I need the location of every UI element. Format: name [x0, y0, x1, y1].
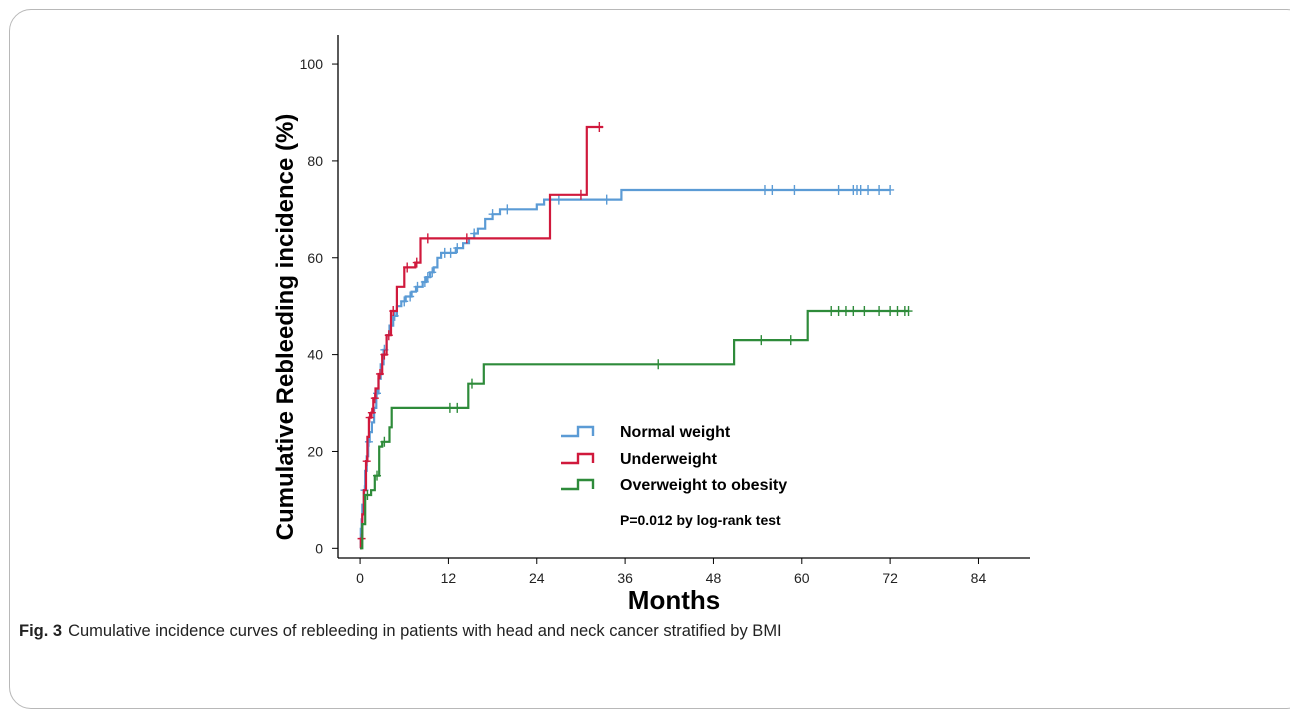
x-tick-label: 48	[706, 570, 722, 586]
series-underweight-censor-mark	[384, 330, 393, 341]
series-underweight-censor-mark	[389, 306, 398, 317]
series-normal-weight-censor-mark	[406, 291, 415, 302]
series-overweight-to-obesity-censor-mark	[445, 402, 454, 413]
series-overweight-to-obesity-censor-mark	[893, 306, 902, 317]
y-tick-label: 40	[307, 347, 323, 363]
series-underweight-censor-mark	[403, 262, 412, 273]
series-normal-weight-censor-mark	[768, 184, 777, 195]
y-tick-label: 20	[307, 443, 323, 459]
series-normal-weight-censor-mark	[446, 247, 455, 258]
series-underweight-censor-mark	[367, 407, 376, 418]
x-tick-label: 60	[794, 570, 810, 586]
series-overweight-to-obesity-censor-mark	[453, 402, 462, 413]
series-overweight-to-obesity-censor-mark	[380, 436, 389, 447]
chart-series	[357, 122, 913, 550]
series-overweight-to-obesity-censor-mark	[467, 378, 476, 389]
series-normal-weight-censor-mark	[453, 243, 462, 254]
legend-label-underweight: Underweight	[620, 451, 718, 468]
x-tick-label: 84	[971, 570, 987, 586]
series-normal-weight-censor-mark	[428, 267, 437, 278]
series-overweight-to-obesity-censor-mark	[860, 306, 869, 317]
series-normal-weight-censor-mark	[856, 184, 865, 195]
series-normal-weight-censor-mark	[875, 184, 884, 195]
chart-axes: 0 20 40 60 80 100 0 12 24 36 48 60 72 84	[300, 35, 1030, 586]
cumulative-incidence-chart: 0 20 40 60 80 100 0 12 24 36 48 60 72 84 Normal weigh…	[272, 35, 1030, 615]
legend-swatch-underweight	[561, 452, 595, 465]
series-normal-weight-censor-mark	[470, 228, 479, 239]
series-overweight-to-obesity-censor-mark	[363, 490, 372, 501]
y-tick-label: 60	[307, 250, 323, 266]
series-normal-weight-censor-mark	[554, 194, 563, 205]
y-axis-label: Cumulative Rebleeding incidence (%)	[272, 114, 299, 541]
series-underweight-censor-mark	[412, 257, 421, 268]
series-normal-weight-censor-mark	[602, 194, 611, 205]
series-normal-weight-censor-mark	[400, 296, 409, 307]
x-tick-label: 0	[356, 570, 364, 586]
legend-swatch-normal-weight	[561, 425, 595, 438]
x-tick-label: 24	[529, 570, 545, 586]
series-overweight-to-obesity-censor-mark	[654, 359, 663, 370]
log-rank-annotation: P=0.012 by log-rank test	[620, 512, 781, 528]
y-tick-label: 80	[307, 153, 323, 169]
series-underweight-censor-mark	[462, 233, 471, 244]
series-normal-weight-censor-mark	[423, 272, 432, 283]
caption-text: Cumulative incidence curves of rebleedin…	[68, 622, 782, 640]
series-overweight-to-obesity-censor-mark	[834, 306, 843, 317]
series-overweight-to-obesity-censor-mark	[886, 306, 895, 317]
series-underweight-censor-mark	[423, 233, 432, 244]
series-overweight-to-obesity-censor-mark	[757, 335, 766, 346]
x-tick-label: 72	[882, 570, 898, 586]
series-normal-weight-censor-mark	[488, 209, 497, 220]
series-normal-weight-censor-mark	[364, 436, 373, 447]
series-overweight-to-obesity-censor-mark	[827, 306, 836, 317]
series-overweight-to-obesity-censor-mark	[841, 306, 850, 317]
series-underweight-line	[359, 125, 603, 550]
legend-label-normal-weight: Normal weight	[620, 424, 731, 441]
series-normal-weight-censor-mark	[790, 184, 799, 195]
series-normal-weight-censor-mark	[503, 204, 512, 215]
legend-label-overweight-to-obesity: Overweight to obesity	[620, 477, 787, 494]
series-normal-weight-line	[359, 188, 891, 550]
series-underweight-censor-mark	[370, 393, 379, 404]
series-normal-weight-censor-mark	[760, 184, 769, 195]
x-tick-label: 12	[441, 570, 457, 586]
x-tick-label: 36	[617, 570, 633, 586]
y-tick-label: 100	[300, 56, 324, 72]
series-underweight-censor-mark	[380, 349, 389, 360]
series-normal-weight-censor-mark	[886, 184, 895, 195]
series-overweight-to-obesity-censor-mark	[786, 335, 795, 346]
series-normal-weight-censor-mark	[834, 184, 843, 195]
x-axis-label: Months	[628, 585, 720, 615]
legend-swatch-overweight-to-obesity	[561, 478, 595, 491]
series-underweight-censor-mark	[595, 122, 604, 133]
series-overweight-to-obesity-censor-mark	[373, 470, 382, 481]
series-underweight-censor-mark	[362, 456, 371, 467]
series-underweight-censor-mark	[576, 189, 585, 200]
series-underweight-censor-mark	[375, 368, 384, 379]
series-normal-weight-censor-mark	[413, 281, 422, 292]
chart-legend: Normal weight Underweight Overweight to ob…	[561, 424, 787, 494]
series-overweight-to-obesity-censor-mark	[904, 306, 913, 317]
caption-label: Fig. 3	[19, 622, 63, 640]
series-normal-weight-censor-mark	[864, 184, 873, 195]
series-overweight-to-obesity-censor-mark	[849, 306, 858, 317]
y-tick-label: 0	[315, 540, 323, 556]
series-overweight-to-obesity-censor-mark	[875, 306, 884, 317]
figure-caption: Fig. 3 Cumulative incidence curves of reb…	[19, 622, 782, 641]
